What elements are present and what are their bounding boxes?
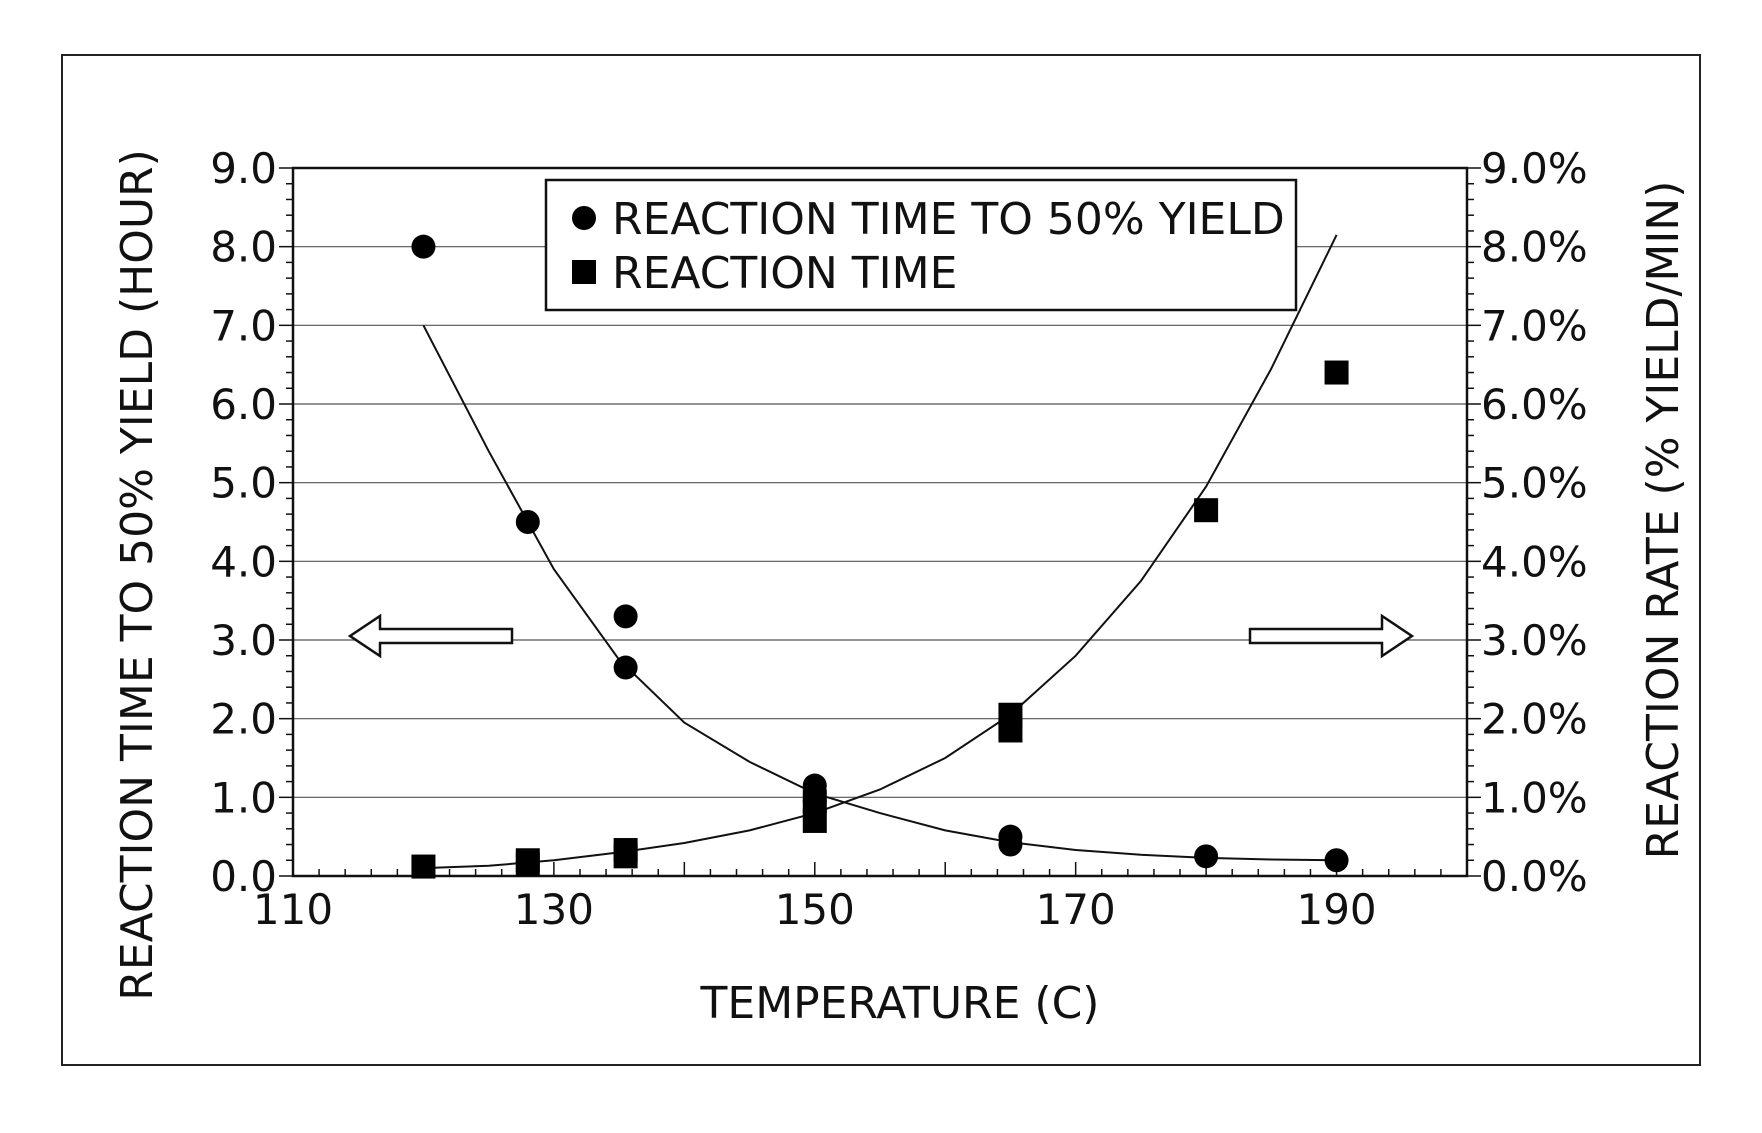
x-tick-label-150: 150 <box>775 885 855 934</box>
y-right-tick-label-2: 2.0% <box>1481 695 1588 744</box>
y-axis-right-title: REACTION RATE (% YIELD/MIN) <box>1638 181 1689 860</box>
series-2-point-0 <box>411 855 435 879</box>
series-2-point-4 <box>614 844 638 868</box>
y-left-tick-label-3: 3.0 <box>210 616 277 665</box>
series-1-point-7 <box>998 833 1022 857</box>
legend: REACTION TIME TO 50% YIELD REACTION TIME <box>546 180 1296 310</box>
legend-label-series-2: REACTION TIME <box>612 248 957 299</box>
series-1-point-8 <box>1194 844 1218 868</box>
series-2-point-10 <box>1325 361 1349 385</box>
legend-label-series-1: REACTION TIME TO 50% YIELD <box>612 194 1285 245</box>
y-left-tick-label-5: 5.0 <box>210 459 277 508</box>
x-tick-label-170: 170 <box>1036 885 1116 934</box>
axis-arrows <box>350 616 1412 656</box>
y-axis-left: 0.0 1.0 2.0 3.0 4.0 5.0 6.0 7.0 8.0 9.0 <box>210 144 293 901</box>
legend-square-marker <box>572 260 596 284</box>
series-2-point-8 <box>998 718 1022 742</box>
trendline-series-1 <box>423 325 1336 860</box>
y-right-tick-label-1: 1.0% <box>1481 773 1588 822</box>
y-left-tick-label-9: 9.0 <box>210 144 277 193</box>
y-right-tick-label-3: 3.0% <box>1481 616 1588 665</box>
x-tick-label-130: 130 <box>514 885 594 934</box>
series-1-point-9 <box>1325 848 1349 872</box>
y-right-tick-label-7: 7.0% <box>1481 301 1588 350</box>
y-right-tick-label-9: 9.0% <box>1481 144 1588 193</box>
y-right-tick-label-4: 4.0% <box>1481 537 1588 586</box>
y-left-tick-label-0: 0.0 <box>210 852 277 901</box>
series-1-point-3 <box>614 656 638 680</box>
series-1-point-0 <box>411 235 435 259</box>
y-left-tick-label-8: 8.0 <box>210 223 277 272</box>
series-1-point-1 <box>516 510 540 534</box>
series-1-point-2 <box>614 604 638 628</box>
y-axis-left-title: REACTION TIME TO 50% YIELD (HOUR) <box>112 149 163 1001</box>
y-axis-right: 0.0% 1.0% 2.0% 3.0% 4.0% 5.0% 6.0% 7.0% 8.0% 9.0% <box>1467 144 1588 901</box>
trendlines <box>423 235 1336 868</box>
x-axis-title: TEMPERATURE (C) <box>700 978 1100 1029</box>
right-axis-arrow <box>1250 616 1412 656</box>
x-tick-label-190: 190 <box>1296 885 1376 934</box>
y-left-tick-label-1: 1.0 <box>210 773 277 822</box>
y-left-tick-label-4: 4.0 <box>210 537 277 586</box>
y-right-tick-label-8: 8.0% <box>1481 223 1588 272</box>
data-markers <box>411 235 1348 879</box>
series-2-point-2 <box>516 852 540 876</box>
y-right-tick-label-6: 6.0% <box>1481 380 1588 429</box>
trendline-series-2 <box>423 235 1336 868</box>
legend-circle-marker <box>572 206 596 230</box>
y-left-tick-label-7: 7.0 <box>210 301 277 350</box>
series-2-point-9 <box>1194 498 1218 522</box>
series-2-point-6 <box>803 809 827 833</box>
y-right-tick-label-5: 5.0% <box>1481 459 1588 508</box>
y-left-tick-label-2: 2.0 <box>210 695 277 744</box>
left-axis-arrow <box>350 616 512 656</box>
y-right-tick-label-0: 0.0% <box>1481 852 1588 901</box>
y-left-tick-label-6: 6.0 <box>210 380 277 429</box>
